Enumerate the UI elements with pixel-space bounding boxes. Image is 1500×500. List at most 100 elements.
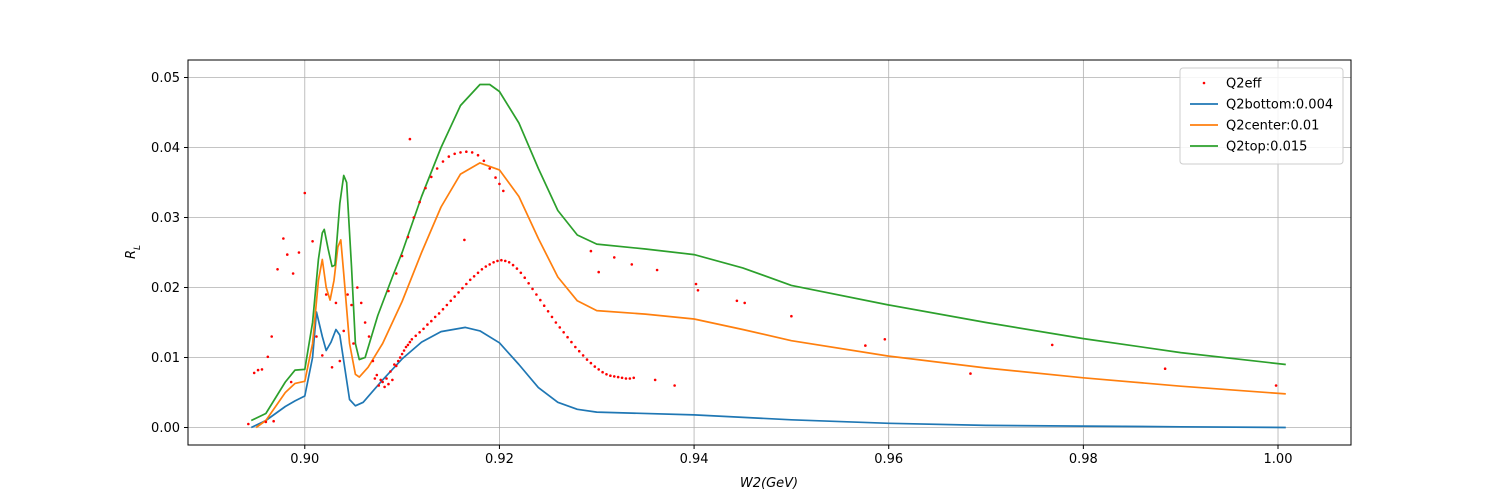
data-point (577, 349, 581, 353)
y-tick-label: 0.02 (151, 281, 180, 296)
data-point (410, 338, 414, 341)
data-point (574, 345, 577, 349)
data-point (418, 331, 421, 334)
data-point (391, 378, 394, 382)
data-point (696, 289, 700, 292)
data-point (315, 335, 318, 338)
data-point (383, 385, 386, 389)
data-point (256, 368, 260, 372)
data-point (566, 335, 569, 339)
data-point (519, 271, 523, 275)
plot-area (188, 60, 1351, 445)
data-point (385, 377, 388, 380)
data-point (396, 359, 400, 363)
series-line (250, 311, 1286, 429)
data-point (488, 263, 491, 266)
legend-label: Q2eff (1226, 77, 1263, 92)
data-point (503, 259, 507, 263)
data-point (461, 286, 464, 290)
data-point (465, 282, 468, 286)
data-point (406, 235, 410, 239)
data-point (457, 291, 460, 294)
data-point (535, 293, 538, 296)
data-point (408, 340, 412, 344)
data-point (289, 380, 293, 384)
data-point (266, 355, 270, 359)
y-axis: 0.00 0.01 0.02 0.03 0.04 0.05 (151, 71, 188, 436)
series-layer (247, 83, 1286, 429)
data-point (424, 186, 427, 190)
data-point (864, 344, 867, 347)
data-point (468, 278, 472, 282)
legend-box (1179, 67, 1344, 165)
data-point (632, 376, 636, 380)
data-point (430, 319, 433, 323)
data-point (402, 349, 406, 352)
data-point (400, 254, 404, 258)
data-point (449, 299, 453, 303)
legend: Q2eff Q2bottom:0.004 Q2center:0.01 Q2top:0.… (1179, 67, 1344, 165)
data-point (334, 301, 338, 305)
data-point (445, 303, 449, 307)
data-point (507, 261, 511, 264)
data-point (612, 375, 616, 378)
data-point (597, 368, 600, 371)
data-point (282, 237, 285, 240)
data-point (546, 310, 550, 313)
data-point (338, 359, 342, 363)
data-point (620, 376, 624, 380)
x-tick-label: 1.00 (1264, 452, 1293, 467)
data-point (321, 354, 324, 357)
plot-frame (187, 59, 1352, 446)
data-point (601, 370, 604, 374)
data-point (653, 378, 657, 382)
data-point (398, 356, 402, 359)
y-tick-label: 0.01 (151, 351, 180, 366)
data-point (459, 151, 462, 154)
data-point (418, 200, 421, 204)
data-point (346, 293, 349, 296)
data-point (790, 314, 793, 318)
data-point (303, 191, 307, 195)
data-point (264, 420, 268, 424)
data-point (297, 251, 301, 254)
data-point (350, 303, 353, 307)
data-point (494, 176, 497, 179)
y-axis-label-sub: L (133, 245, 143, 250)
data-point (694, 282, 698, 286)
x-tick-label: 0.98 (1069, 452, 1098, 467)
data-point (377, 384, 381, 387)
x-tick-label: 0.94 (680, 452, 709, 467)
data-point (605, 373, 608, 376)
data-point (453, 295, 456, 298)
legend-marker (1202, 81, 1206, 85)
data-point (400, 352, 404, 356)
data-point (470, 151, 474, 154)
y-tick-label: 0.00 (151, 421, 180, 436)
data-point (550, 315, 554, 319)
data-point (381, 380, 384, 384)
data-point (558, 326, 562, 329)
data-point (500, 258, 503, 262)
data-point (655, 268, 659, 272)
data-point (472, 275, 476, 278)
data-point (367, 335, 371, 338)
data-point (324, 293, 328, 296)
data-point (247, 422, 250, 426)
data-point (630, 263, 634, 266)
data-point (502, 189, 505, 193)
data-point (581, 354, 585, 357)
data-point (437, 312, 441, 315)
data-point (1274, 384, 1278, 387)
series-line (250, 83, 1286, 422)
data-point (363, 321, 367, 324)
data-point (531, 287, 534, 291)
data-point (408, 137, 412, 141)
data-point (379, 378, 382, 382)
data-point (480, 268, 484, 271)
data-point (554, 321, 558, 324)
data-point (612, 256, 616, 259)
data-point (515, 267, 519, 270)
grid (188, 60, 1351, 445)
